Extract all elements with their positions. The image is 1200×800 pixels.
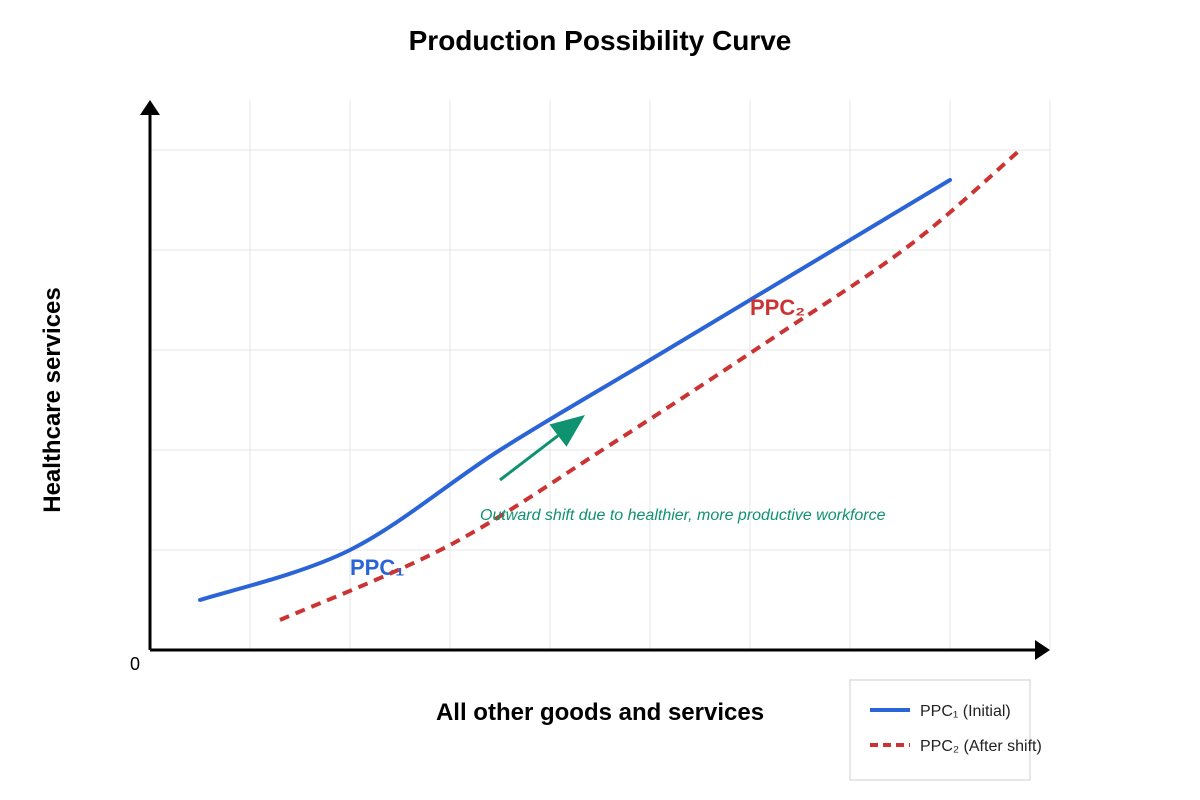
y-axis-arrowhead bbox=[140, 100, 160, 115]
x-axis-arrowhead bbox=[1035, 640, 1050, 660]
curve-label-ppc1: PPC₁ bbox=[350, 555, 404, 580]
shift-annotation: Outward shift due to healthier, more pro… bbox=[480, 507, 886, 524]
grid bbox=[150, 100, 1051, 650]
curve-label-ppc2: PPC₂ bbox=[750, 295, 805, 320]
legend-box bbox=[849, 679, 1031, 781]
annotation-layer: Outward shift due to healthier, more pro… bbox=[480, 415, 886, 524]
series-layer: PPC₁ PPC₂ bbox=[198, 148, 1022, 622]
series-line-ppc2 bbox=[279, 148, 1022, 622]
origin-label: 0 bbox=[130, 654, 140, 674]
series-line-ppc1 bbox=[198, 178, 952, 602]
shift-arrow-shaft bbox=[499, 434, 559, 482]
legend-label-ppc2: PPC₂ (After shift) bbox=[920, 738, 1042, 755]
chart-title: Production Possibility Curve bbox=[409, 25, 792, 56]
legend: PPC₁ (Initial) PPC₂ (After shift) bbox=[849, 679, 1042, 781]
y-axis-title: Healthcare services bbox=[39, 287, 66, 513]
legend-label-ppc1: PPC₁ (Initial) bbox=[920, 703, 1011, 720]
x-axis-title: All other goods and services bbox=[436, 699, 764, 726]
shift-arrow-head bbox=[549, 415, 585, 447]
